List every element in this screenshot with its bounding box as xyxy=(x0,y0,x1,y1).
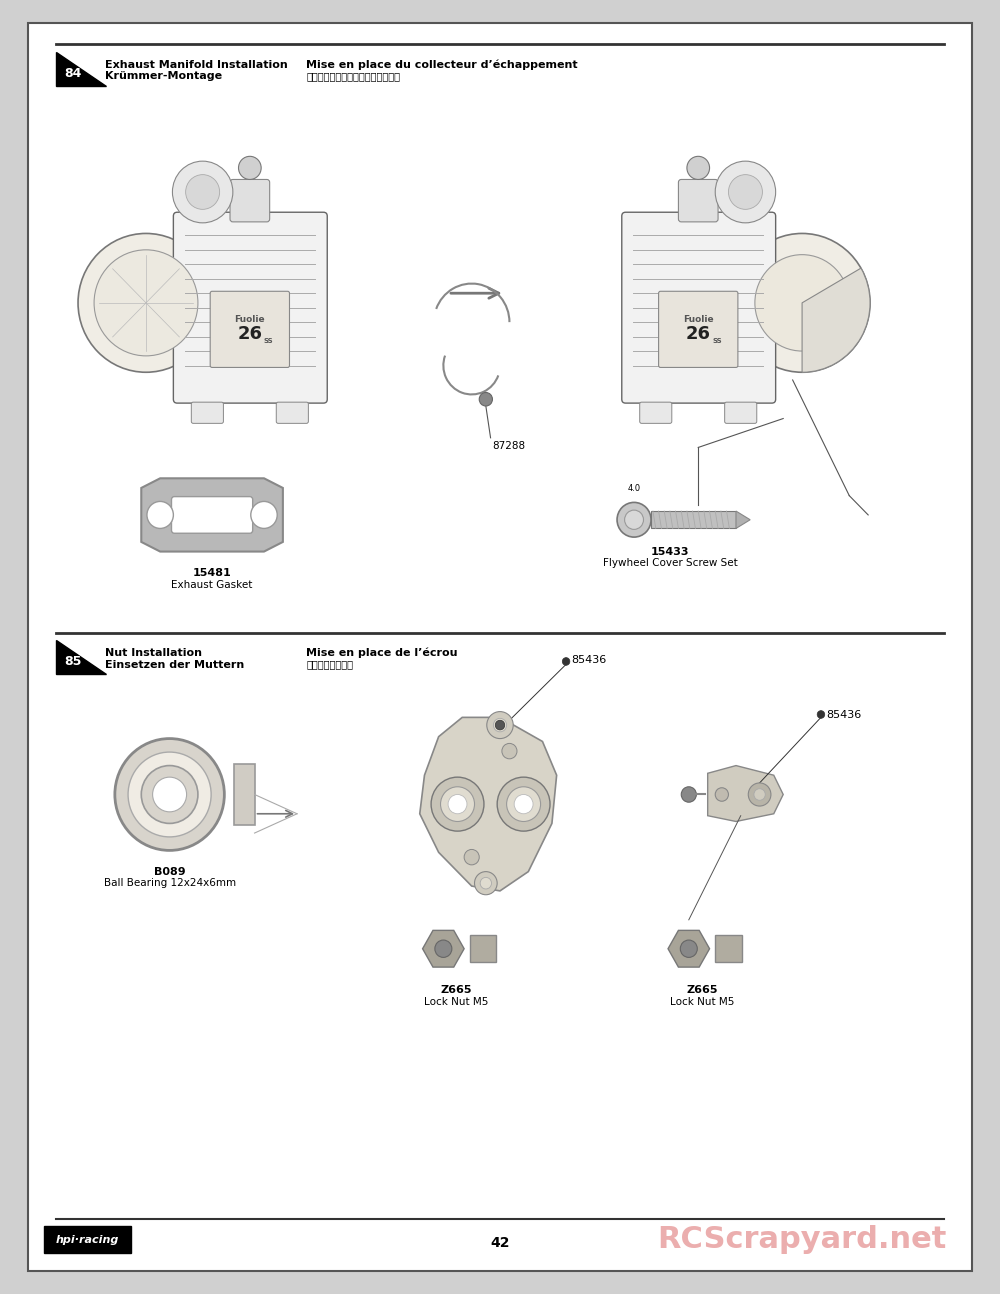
Text: B089: B089 xyxy=(154,867,185,877)
Circle shape xyxy=(431,778,484,831)
Circle shape xyxy=(754,789,765,800)
FancyBboxPatch shape xyxy=(234,763,255,826)
Polygon shape xyxy=(56,52,106,85)
Circle shape xyxy=(186,175,220,210)
FancyBboxPatch shape xyxy=(171,497,253,533)
Polygon shape xyxy=(420,717,557,890)
Circle shape xyxy=(497,778,550,831)
Text: SS: SS xyxy=(264,338,274,343)
FancyBboxPatch shape xyxy=(44,1227,131,1254)
FancyBboxPatch shape xyxy=(210,291,289,367)
Circle shape xyxy=(147,502,173,528)
FancyBboxPatch shape xyxy=(470,936,496,963)
Text: 84: 84 xyxy=(64,66,81,80)
Circle shape xyxy=(441,787,475,822)
Text: 4.0: 4.0 xyxy=(627,484,641,493)
Polygon shape xyxy=(56,641,106,674)
Circle shape xyxy=(141,766,198,823)
FancyBboxPatch shape xyxy=(191,402,223,423)
Text: Mise en place du collecteur d’échappement: Mise en place du collecteur d’échappemen… xyxy=(306,60,578,70)
Circle shape xyxy=(728,175,762,210)
Text: Fuolie: Fuolie xyxy=(235,316,265,325)
FancyBboxPatch shape xyxy=(715,936,742,963)
Circle shape xyxy=(448,795,467,814)
Circle shape xyxy=(94,250,198,356)
Circle shape xyxy=(687,157,710,180)
Circle shape xyxy=(115,739,224,850)
Polygon shape xyxy=(141,479,283,551)
Circle shape xyxy=(507,787,541,822)
Circle shape xyxy=(239,157,261,180)
Circle shape xyxy=(487,712,513,739)
Text: 26: 26 xyxy=(686,325,711,343)
Text: Einsetzen der Muttern: Einsetzen der Muttern xyxy=(105,660,245,669)
Text: Krümmer-Montage: Krümmer-Montage xyxy=(105,71,223,82)
Polygon shape xyxy=(708,766,783,822)
Text: hpi·racing: hpi·racing xyxy=(56,1234,119,1245)
Circle shape xyxy=(715,162,776,223)
Circle shape xyxy=(502,743,517,758)
Text: 85: 85 xyxy=(64,655,81,668)
Circle shape xyxy=(734,233,870,373)
Circle shape xyxy=(172,162,233,223)
Circle shape xyxy=(681,787,696,802)
Text: RCScrapyard.net: RCScrapyard.net xyxy=(657,1225,947,1254)
Text: 85436: 85436 xyxy=(827,710,862,721)
Circle shape xyxy=(128,752,211,837)
Circle shape xyxy=(755,255,849,351)
Circle shape xyxy=(562,657,570,665)
Text: 42: 42 xyxy=(490,1236,510,1250)
Text: ナットの取り付け: ナットの取り付け xyxy=(306,660,353,669)
Text: Lock Nut M5: Lock Nut M5 xyxy=(424,996,489,1007)
Text: Exhaust Gasket: Exhaust Gasket xyxy=(171,580,253,590)
FancyBboxPatch shape xyxy=(725,402,757,423)
Circle shape xyxy=(625,510,643,529)
Text: Lock Nut M5: Lock Nut M5 xyxy=(670,996,734,1007)
Text: Nut Installation: Nut Installation xyxy=(105,648,202,657)
FancyBboxPatch shape xyxy=(640,402,672,423)
Circle shape xyxy=(715,788,728,801)
Circle shape xyxy=(464,849,479,864)
Wedge shape xyxy=(802,268,870,373)
Circle shape xyxy=(435,939,452,958)
Text: 85436: 85436 xyxy=(572,655,607,665)
Circle shape xyxy=(680,939,697,958)
Text: 15433: 15433 xyxy=(651,547,689,556)
Polygon shape xyxy=(736,511,750,528)
Text: 87288: 87288 xyxy=(492,441,526,450)
FancyBboxPatch shape xyxy=(28,23,972,1271)
Circle shape xyxy=(495,721,505,730)
Circle shape xyxy=(475,872,497,894)
Circle shape xyxy=(153,778,187,811)
Text: Z665: Z665 xyxy=(686,985,718,995)
Text: Exhaust Manifold Installation: Exhaust Manifold Installation xyxy=(105,60,288,70)
Text: エキゾーストマニホールの取り付け: エキゾーストマニホールの取り付け xyxy=(306,71,400,82)
Text: Fuolie: Fuolie xyxy=(683,316,714,325)
Circle shape xyxy=(78,233,214,373)
Circle shape xyxy=(480,877,492,889)
Text: SS: SS xyxy=(712,338,722,343)
Text: Ball Bearing 12x24x6mm: Ball Bearing 12x24x6mm xyxy=(104,879,236,889)
Text: 26: 26 xyxy=(237,325,262,343)
Circle shape xyxy=(514,795,533,814)
Circle shape xyxy=(817,710,825,718)
FancyBboxPatch shape xyxy=(678,180,718,221)
Text: 15481: 15481 xyxy=(193,568,231,578)
FancyBboxPatch shape xyxy=(276,402,308,423)
FancyBboxPatch shape xyxy=(173,212,327,404)
FancyBboxPatch shape xyxy=(659,291,738,367)
Text: Mise en place de l’écrou: Mise en place de l’écrou xyxy=(306,648,458,659)
Circle shape xyxy=(251,502,277,528)
FancyBboxPatch shape xyxy=(651,511,736,528)
Text: Flywheel Cover Screw Set: Flywheel Cover Screw Set xyxy=(603,558,737,568)
FancyBboxPatch shape xyxy=(230,180,270,221)
Circle shape xyxy=(748,783,771,806)
Circle shape xyxy=(479,392,492,406)
FancyBboxPatch shape xyxy=(622,212,776,404)
Circle shape xyxy=(493,718,507,732)
Circle shape xyxy=(617,502,651,537)
Text: Z665: Z665 xyxy=(441,985,472,995)
